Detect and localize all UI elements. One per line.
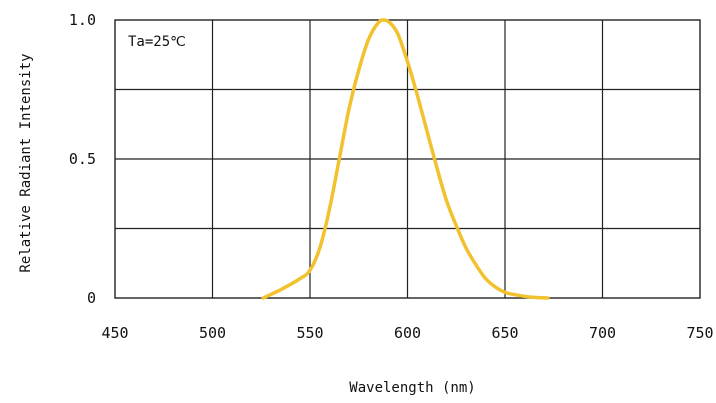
y-tick-label: 0.5 [69, 150, 96, 168]
x-axis-label: Wavelength (nm) [349, 380, 475, 396]
series-group [261, 18, 550, 300]
x-tick-labels: 450 500 550 600 650 700 750 [101, 324, 713, 342]
plot-frame [114, 19, 701, 299]
y-axis-label: Relative Radiant Intensity [18, 53, 34, 272]
x-tick-label: 700 [589, 324, 616, 342]
x-tick-label: 500 [199, 324, 226, 342]
x-tick-label: 750 [686, 324, 713, 342]
x-tick-label: 650 [491, 324, 518, 342]
x-tick-label: 600 [394, 324, 421, 342]
spectrum-line [261, 18, 550, 300]
y-tick-label: 1.0 [69, 11, 96, 29]
temperature-annotation: Ta=25℃ [128, 34, 186, 50]
x-tick-label: 550 [296, 324, 323, 342]
y-tick-labels: 0 0.5 1.0 [69, 11, 96, 307]
y-tick-label: 0 [87, 289, 96, 307]
x-tick-label: 450 [101, 324, 128, 342]
